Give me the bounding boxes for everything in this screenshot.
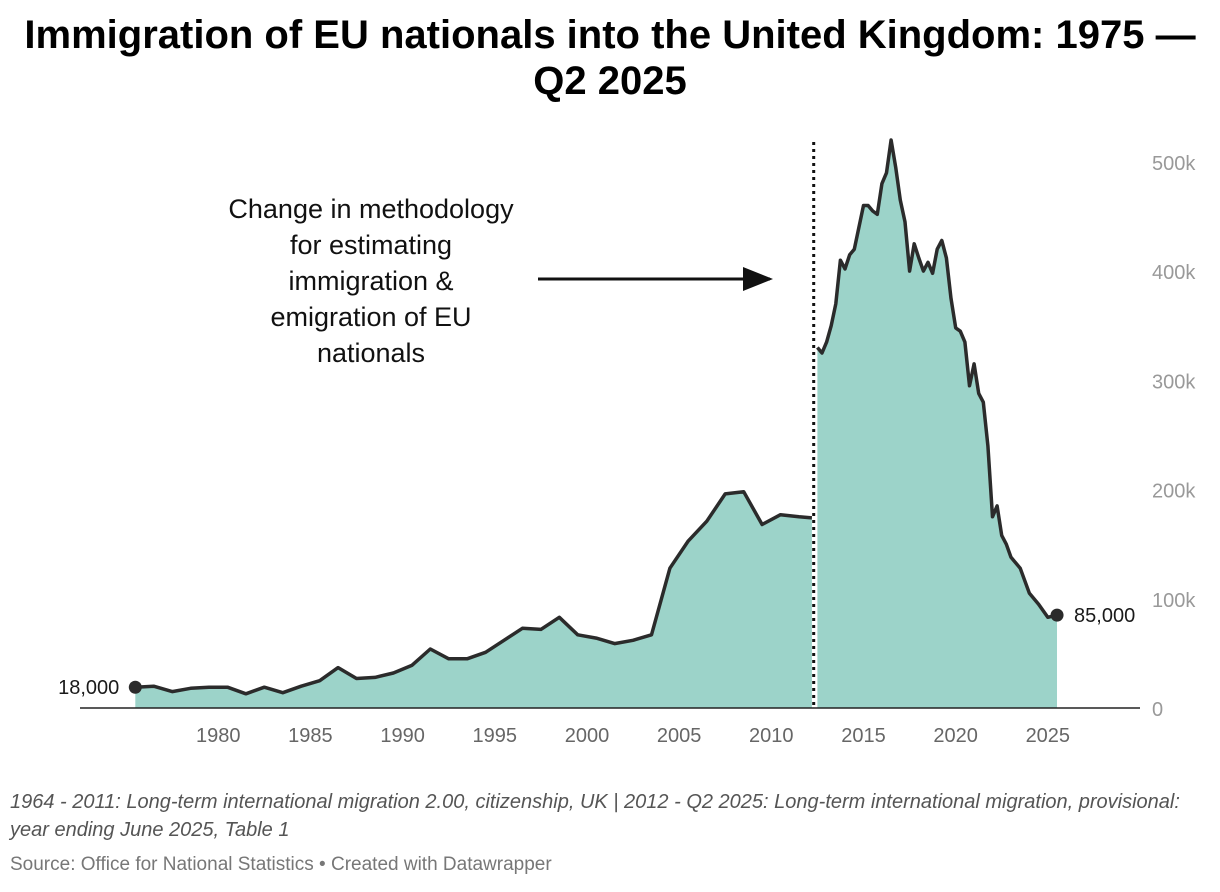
start-point-marker — [128, 680, 142, 694]
series-area-1 — [135, 491, 812, 708]
annotation-line: nationals — [317, 338, 425, 368]
y-tick-label: 500k — [1152, 153, 1196, 175]
annotation-line: Change in methodology — [228, 194, 514, 224]
x-tick-label: 2005 — [657, 725, 702, 747]
x-axis: 1980 1985 1990 1995 2000 2005 2010 2015 2020 2025 — [196, 725, 1070, 747]
annotation-line: emigration of EU — [270, 302, 471, 332]
chart-footnote: 1964 - 2011: Long-term international mig… — [10, 791, 1180, 841]
x-tick-label: 2010 — [749, 725, 794, 747]
annotation-line: immigration & — [288, 266, 453, 296]
annotation-line: for estimating — [290, 230, 452, 260]
x-tick-label: 1980 — [196, 725, 241, 747]
x-tick-label: 2015 — [841, 725, 886, 747]
y-axis: 0 100k 200k 300k 400k 500k — [1152, 153, 1196, 721]
y-tick-label: 0 — [1152, 699, 1163, 721]
chart-source: Source: Office for National Statistics •… — [10, 854, 552, 875]
y-tick-label: 400k — [1152, 262, 1196, 284]
x-tick-label: 2020 — [933, 725, 978, 747]
x-tick-label: 2000 — [565, 725, 610, 747]
x-tick-label: 1990 — [380, 725, 425, 747]
end-value-label: 85,000 — [1074, 605, 1135, 627]
end-point-marker — [1050, 608, 1064, 622]
y-tick-label: 300k — [1152, 371, 1196, 393]
chart-title: Immigration of EU nationals into the Uni… — [24, 13, 1196, 103]
x-tick-label: 2025 — [1026, 725, 1071, 747]
start-value-label: 18,000 — [58, 677, 119, 699]
y-tick-label: 200k — [1152, 481, 1196, 503]
x-tick-label: 1985 — [288, 725, 333, 747]
y-tick-label: 100k — [1152, 590, 1196, 612]
methodology-annotation: Change in methodology for estimating immig… — [228, 194, 514, 368]
series-line-2 — [816, 138, 1058, 620]
series-area-2 — [817, 140, 1057, 708]
x-tick-label: 1995 — [473, 725, 518, 747]
series-line-1 — [135, 489, 813, 696]
